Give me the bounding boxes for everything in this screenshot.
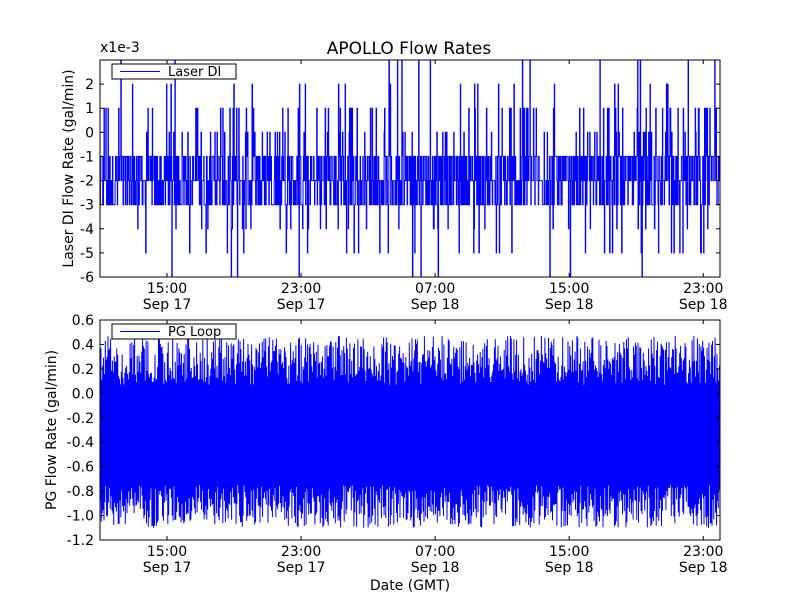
chart-title: APOLLO Flow Rates — [327, 39, 492, 59]
axes-frame — [99, 319, 721, 541]
x-tick-date-label: Sep 18 — [679, 560, 728, 576]
x-tick-date-label: Sep 17 — [277, 560, 326, 576]
y-tick-label: -4 — [80, 222, 94, 238]
y-tick-label: -1.0 — [67, 509, 94, 525]
x-tick-time-label: 23:00 — [281, 544, 321, 560]
y-tick-label: 0.2 — [72, 362, 94, 378]
legend-label: Laser DI — [168, 65, 221, 80]
y-tick-label: -5 — [80, 246, 94, 262]
legend-box — [111, 323, 237, 340]
y-tick-label: 0.6 — [72, 313, 94, 329]
legend-label: PG Loop — [168, 325, 221, 340]
series-line-laser-di — [100, 60, 720, 277]
y-tick-label: 0.4 — [72, 337, 94, 353]
y-tick-label: -6 — [80, 270, 94, 286]
x-tick-date-label: Sep 18 — [545, 560, 594, 576]
legend-box — [111, 63, 237, 80]
x-tick-time-label: 23:00 — [281, 281, 321, 297]
y-axis-label: PG Flow Rate (gal/min) — [44, 350, 60, 510]
y-tick-label: 2 — [85, 77, 94, 93]
x-tick-time-label: 15:00 — [147, 281, 187, 297]
series-line-pg-loop — [100, 335, 720, 528]
x-tick-date-label: Sep 18 — [545, 297, 594, 313]
x-tick-time-label: 07:00 — [415, 544, 455, 560]
axes-frame — [99, 59, 721, 278]
x-tick-time-label: 15:00 — [147, 544, 187, 560]
y-tick-label: -0.4 — [67, 435, 94, 451]
x-tick-date-label: Sep 17 — [143, 297, 192, 313]
pg-loop-panel: -1.2 -1.0 -0.8 -0.6 -0.4 -0.2 0.0 0.2 0.4 0.6 15:0… — [44, 313, 728, 594]
y-tick-label: -1.2 — [67, 533, 94, 549]
y-tick-label: 1 — [85, 101, 94, 117]
x-tick-time-label: 23:00 — [683, 544, 723, 560]
y-tick-label: -1 — [80, 149, 94, 165]
y-tick-label: -0.2 — [67, 411, 94, 427]
x-tick-date-label: Sep 17 — [277, 297, 326, 313]
x-tick-time-label: 23:00 — [683, 281, 723, 297]
y-tick-label: 0.0 — [72, 386, 94, 402]
y-tick-label: -0.6 — [67, 460, 94, 476]
x-tick-time-label: 15:00 — [549, 281, 589, 297]
y-offset-label: x1e-3 — [100, 40, 140, 56]
y-tick-label: -2 — [80, 174, 94, 190]
x-tick-date-label: Sep 18 — [411, 297, 460, 313]
y-tick-label: -0.8 — [67, 484, 94, 500]
x-tick-time-label: 15:00 — [549, 544, 589, 560]
x-tick-date-label: Sep 18 — [411, 560, 460, 576]
y-axis-label: Laser DI Flow Rate (gal/min) — [61, 69, 77, 267]
y-tick-label: -3 — [80, 198, 94, 214]
x-tick-date-label: Sep 17 — [143, 560, 192, 576]
y-tick-label: 0 — [85, 125, 94, 141]
x-axis-label: Date (GMT) — [370, 578, 450, 594]
x-tick-date-label: Sep 18 — [679, 297, 728, 313]
x-tick-time-label: 07:00 — [415, 281, 455, 297]
